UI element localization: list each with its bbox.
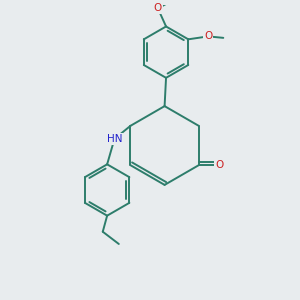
- Text: O: O: [204, 32, 212, 41]
- Text: O: O: [215, 160, 223, 170]
- Text: O: O: [154, 3, 162, 14]
- Text: HN: HN: [107, 134, 122, 144]
